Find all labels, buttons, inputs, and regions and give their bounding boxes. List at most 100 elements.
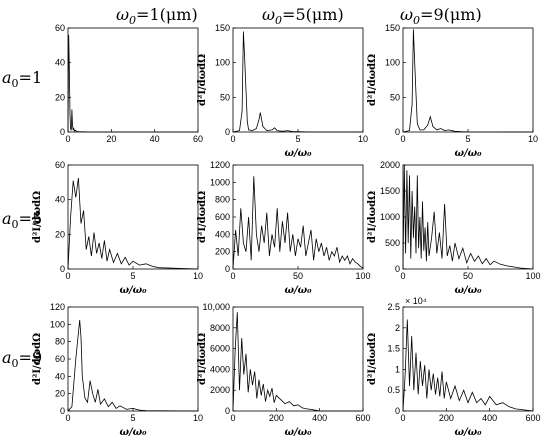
y-tick-label: 0 (225, 406, 230, 416)
y-tick-label: 2000 (380, 160, 400, 170)
x-tick-label: 600 (355, 413, 370, 423)
x-tick-label: 50 (463, 271, 473, 281)
series-line-r3c3 (402, 319, 534, 412)
y-tick-label: 20 (55, 229, 65, 239)
y-tick-label: 150 (385, 23, 400, 33)
x-axis-label: ω/ω₀ (284, 285, 312, 296)
y-tick-label: 500 (385, 238, 400, 248)
y-axis-label: d²I/dωdΩ (32, 333, 43, 385)
x-axis-label: ω/ω₀ (119, 285, 147, 296)
x-tick-label: 0 (400, 134, 405, 144)
y-axis-label: d²I/dωdΩ (367, 333, 378, 385)
y-tick-label: 0 (395, 264, 400, 274)
y-tick-label: 1000 (380, 212, 400, 222)
axes-box-r1c2 (232, 27, 364, 133)
y-tick-label: 0 (225, 127, 230, 137)
x-tick-label: 10 (528, 134, 538, 144)
x-tick-label: 0 (400, 413, 405, 423)
x-axis-label: ω/ω₀ (454, 285, 482, 296)
x-tick-label: 10 (193, 413, 203, 423)
y-tick-label: 40 (55, 195, 65, 205)
row-header-2: a0=5 (2, 209, 42, 231)
x-tick-label: 5 (465, 134, 470, 144)
y-tick-label: 1200 (210, 160, 230, 170)
y-tick-label: 10,000 (202, 302, 230, 312)
y-tick-label: 1 (395, 364, 400, 374)
row-header-3: a0=9 (2, 348, 42, 370)
x-tick-label: 0 (230, 134, 235, 144)
panel-r3c2: 0 200 400 6000200040006000800010,000d²I/dωd… (197, 302, 371, 438)
y-axis-label: d²I/dωdΩ (367, 191, 378, 243)
y-tick-label: 1000 (210, 177, 230, 187)
y-tick-label: 40 (55, 58, 65, 68)
axes-box-r2c1 (67, 164, 199, 270)
y-tick-label: 20 (55, 92, 65, 102)
y-tick-label: 0 (60, 127, 65, 137)
panel-r1c1: 0 20 40 60 0 20 40 60 (55, 23, 203, 144)
axes-box-r1c1 (67, 27, 199, 133)
x-tick-label: 40 (150, 134, 160, 144)
y-axis-label: d²I/dωdΩ (197, 333, 208, 385)
y-tick-label: 2.5 (387, 302, 400, 312)
y-tick-label: 4000 (210, 364, 230, 374)
y-axis-label: d²I/dωdΩ (197, 191, 208, 243)
y-tick-label: 0 (60, 264, 65, 274)
y-tick-label: 800 (215, 195, 230, 205)
axes-box-r3c1 (67, 306, 199, 412)
x-tick-label: 600 (525, 413, 540, 423)
y-tick-label: 2 (395, 323, 400, 333)
panel-r3c3: 0 200 400 600 0 0.5 1 1.5 2 2.5 × 10⁴ d²I/dωdΩ ω/ω₀ (367, 296, 541, 438)
x-tick-label: 100 (525, 271, 540, 281)
y-tick-label: 0 (60, 406, 65, 416)
y-tick-label: 40 (55, 371, 65, 381)
x-tick-label: 5 (130, 413, 135, 423)
series-line-r2c3 (402, 164, 534, 270)
x-tick-label: 0 (230, 271, 235, 281)
y-tick-label: 0 (225, 264, 230, 274)
axes-box-r3c2 (232, 306, 364, 412)
axes-box-r3c3 (402, 306, 534, 412)
y-tick-label: 1.5 (387, 344, 400, 354)
x-tick-label: 60 (193, 134, 203, 144)
x-tick-label: 400 (482, 413, 497, 423)
x-tick-label: 200 (269, 413, 284, 423)
series-line-r2c2 (232, 176, 364, 270)
y-tick-label: 60 (55, 160, 65, 170)
x-axis-label: ω/ω₀ (454, 148, 482, 159)
x-tick-label: 5 (130, 271, 135, 281)
x-tick-label: 100 (355, 271, 370, 281)
series-line-r1c3 (402, 29, 534, 133)
y-tick-label: 100 (385, 58, 400, 68)
axes-box-r1c3 (402, 27, 534, 133)
y-tick-label: 600 (215, 212, 230, 222)
x-tick-label: 50 (293, 271, 303, 281)
x-tick-label: 10 (193, 271, 203, 281)
x-tick-label: 0 (65, 413, 70, 423)
y-tick-label: 50 (220, 92, 230, 102)
y-tick-label: 100 (215, 58, 230, 68)
row-header-1: a0=1 (2, 68, 42, 90)
y-tick-label: 50 (390, 92, 400, 102)
y-axis-label: d²I/dωdΩ (367, 54, 378, 106)
y-axis-label: d²I/dωdΩ (197, 54, 208, 106)
y-tick-label: 6000 (210, 344, 230, 354)
x-tick-label: 5 (295, 134, 300, 144)
x-tick-label: 10 (358, 134, 368, 144)
col-header-2: ω0=5(μm) (262, 5, 344, 27)
y-axis-label: d²I/dωdΩ (32, 191, 43, 243)
y-tick-label: 150 (215, 23, 230, 33)
y-tick-label: 80 (55, 337, 65, 347)
x-tick-label: 200 (439, 413, 454, 423)
y-tick-label: 60 (55, 23, 65, 33)
series-line-r2c1 (67, 177, 199, 270)
col-header-3: ω0=9(μm) (400, 5, 482, 27)
y-tick-label: 0 (395, 127, 400, 137)
y-tick-label: 0.5 (387, 385, 400, 395)
y-tick-label: 60 (55, 354, 65, 364)
